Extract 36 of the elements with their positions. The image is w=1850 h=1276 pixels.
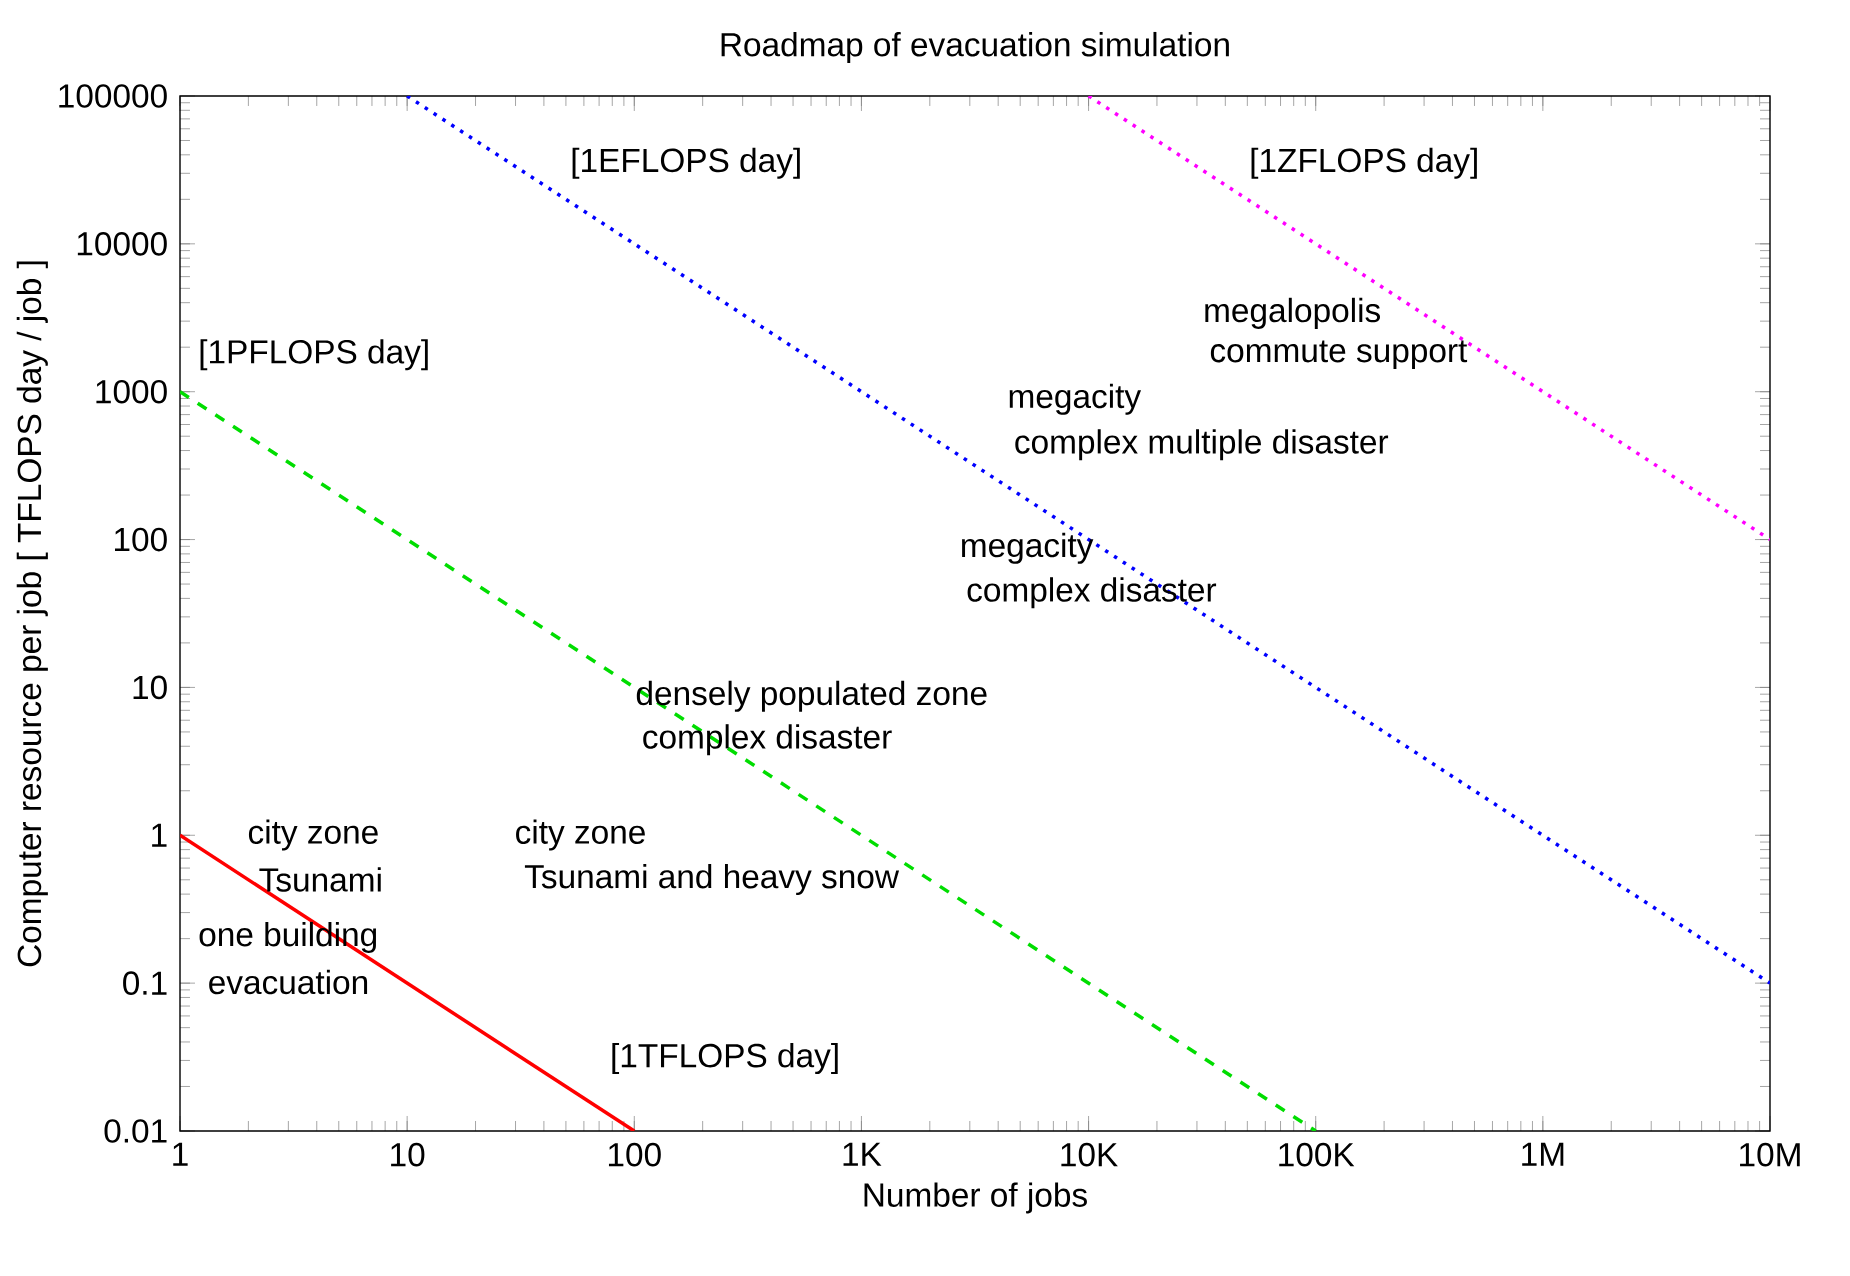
x-tick-label: 10K	[1061, 1142, 1118, 1167]
y-tick-label: 100	[115, 527, 167, 552]
x-tick-label: 10	[391, 1142, 425, 1167]
x-tick-label: 100K	[1279, 1142, 1355, 1167]
y-tick-label: 0.1	[123, 971, 167, 995]
y-tick-label: 10	[133, 675, 167, 700]
annotation: Tsunami and heavy snow	[524, 863, 900, 896]
x-axis-title: Number of jobs	[864, 1182, 1087, 1214]
x-tick-label: 1M	[1522, 1142, 1564, 1166]
y-tick-label: 1	[152, 823, 167, 847]
y-tick-label: 10000	[77, 232, 167, 256]
annotation: commute support	[1210, 340, 1468, 370]
x-tick-label: 1	[173, 1142, 188, 1166]
chart-title: Roadmap of evacuation simulation	[721, 31, 1229, 64]
y-tick-label: 0.01	[104, 1119, 167, 1143]
annotation: [1TFLOPS day]	[612, 1042, 838, 1075]
y-axis-title: Computer resource per job [ TFLOPS day / job ]	[16, 261, 48, 967]
annotation: [1ZFLOPS day]	[1251, 147, 1477, 179]
annotation: evacuation	[209, 969, 368, 995]
annotation: megalopolis	[1205, 297, 1380, 329]
annotation: [1PFLOPS day]	[200, 339, 428, 371]
y-tick-label: 100000	[59, 84, 167, 108]
x-tick-label: 100	[608, 1142, 661, 1167]
y-tick-label: 1000	[96, 379, 167, 404]
x-tick-label: 10M	[1740, 1142, 1800, 1167]
annotation: complex disaster	[967, 577, 1217, 609]
annotation: Tsunami	[259, 867, 381, 892]
annotation: megacity	[1009, 383, 1142, 415]
annotation: [1EFLOPS day]	[572, 147, 800, 179]
annotation: city zone	[516, 819, 645, 851]
annotation: city zone	[248, 819, 378, 851]
annotation: complex multiple disaster	[1015, 429, 1389, 461]
annotation: complex disaster	[643, 724, 892, 756]
annotation: densely populated zone	[636, 680, 987, 712]
annotation: megacity	[962, 532, 1094, 564]
x-tick-label: 1K	[843, 1142, 882, 1166]
